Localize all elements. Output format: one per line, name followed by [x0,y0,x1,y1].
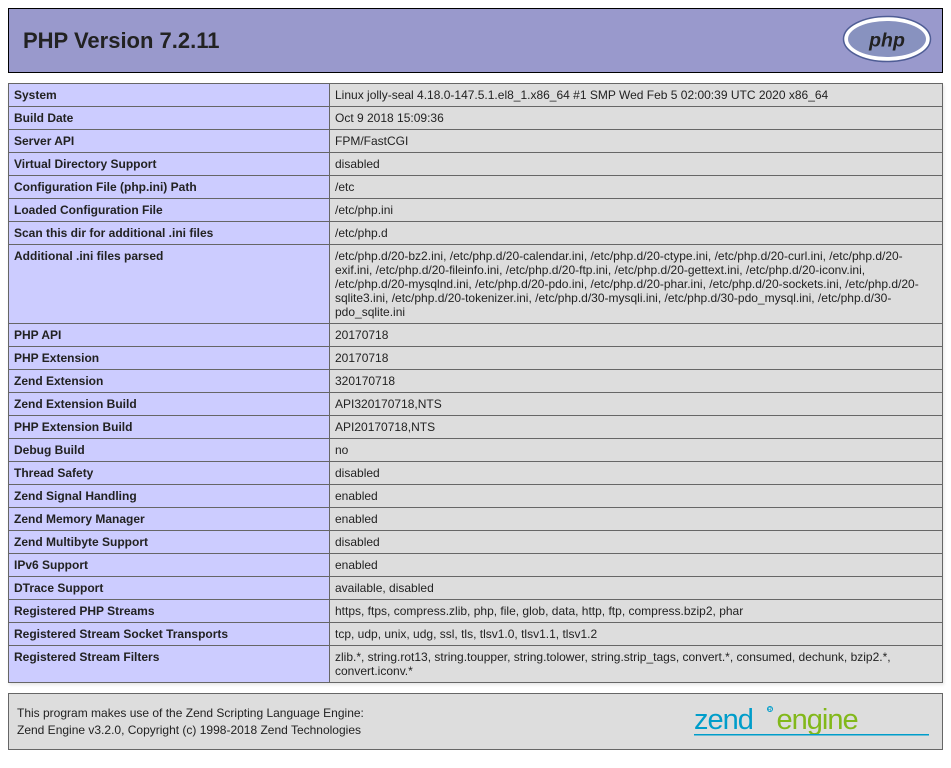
info-value: disabled [330,531,943,554]
table-row: Zend Signal Handlingenabled [9,485,943,508]
info-key: PHP API [9,324,330,347]
info-value: enabled [330,554,943,577]
info-key: System [9,84,330,107]
info-value: /etc/php.d/20-bz2.ini, /etc/php.d/20-cal… [330,245,943,324]
table-row: Debug Buildno [9,439,943,462]
footer-line1: This program makes use of the Zend Scrip… [17,706,364,720]
table-row: Zend Memory Managerenabled [9,508,943,531]
info-value: tcp, udp, unix, udg, ssl, tls, tlsv1.0, … [330,623,943,646]
svg-text:zend: zend [694,704,753,736]
table-row: Server APIFPM/FastCGI [9,130,943,153]
info-key: Loaded Configuration File [9,199,330,222]
table-row: Build DateOct 9 2018 15:09:36 [9,107,943,130]
info-key: Zend Memory Manager [9,508,330,531]
table-row: IPv6 Supportenabled [9,554,943,577]
info-value: FPM/FastCGI [330,130,943,153]
table-row: Loaded Configuration File/etc/php.ini [9,199,943,222]
info-key: Virtual Directory Support [9,153,330,176]
svg-text:php: php [868,30,905,52]
info-key: Zend Extension [9,370,330,393]
table-row: Additional .ini files parsed/etc/php.d/2… [9,245,943,324]
info-value: /etc/php.d [330,222,943,245]
info-value: enabled [330,508,943,531]
info-value: 320170718 [330,370,943,393]
zend-footer: This program makes use of the Zend Scrip… [8,693,943,750]
table-row: PHP Extension20170718 [9,347,943,370]
footer-line2: Zend Engine v3.2.0, Copyright (c) 1998-2… [17,723,361,737]
zend-footer-text: This program makes use of the Zend Scrip… [17,705,364,737]
info-key: Zend Signal Handling [9,485,330,508]
table-row: PHP Extension BuildAPI20170718,NTS [9,416,943,439]
info-value: https, ftps, compress.zlib, php, file, g… [330,600,943,623]
info-key: IPv6 Support [9,554,330,577]
info-key: Zend Multibyte Support [9,531,330,554]
table-row: Scan this dir for additional .ini files/… [9,222,943,245]
table-row: Zend Extension BuildAPI320170718,NTS [9,393,943,416]
info-value: Linux jolly-seal 4.18.0-147.5.1.el8_1.x8… [330,84,943,107]
svg-text:R: R [768,708,773,714]
info-value: /etc [330,176,943,199]
table-row: Registered Stream Socket Transportstcp, … [9,623,943,646]
info-key: Server API [9,130,330,153]
table-row: Virtual Directory Supportdisabled [9,153,943,176]
info-key: Registered Stream Socket Transports [9,623,330,646]
info-value: /etc/php.ini [330,199,943,222]
info-key: PHP Extension Build [9,416,330,439]
php-logo-icon: php [842,15,932,66]
info-value: zlib.*, string.rot13, string.toupper, st… [330,646,943,683]
table-row: Thread Safetydisabled [9,462,943,485]
info-value: API20170718,NTS [330,416,943,439]
table-row: Registered PHP Streamshttps, ftps, compr… [9,600,943,623]
page-header: PHP Version 7.2.11 php [8,8,943,73]
info-key: Debug Build [9,439,330,462]
info-value: available, disabled [330,577,943,600]
info-key: Build Date [9,107,330,130]
page-title: PHP Version 7.2.11 [9,16,234,66]
info-key: PHP Extension [9,347,330,370]
info-key: Additional .ini files parsed [9,245,330,324]
svg-text:engine: engine [777,704,858,736]
info-key: Zend Extension Build [9,393,330,416]
table-row: Zend Extension320170718 [9,370,943,393]
info-value: API320170718,NTS [330,393,943,416]
info-key: Configuration File (php.ini) Path [9,176,330,199]
info-table: SystemLinux jolly-seal 4.18.0-147.5.1.el… [8,83,943,683]
info-key: Registered PHP Streams [9,600,330,623]
info-key: Scan this dir for additional .ini files [9,222,330,245]
info-key: DTrace Support [9,577,330,600]
info-key: Thread Safety [9,462,330,485]
table-row: DTrace Supportavailable, disabled [9,577,943,600]
table-row: Configuration File (php.ini) Path/etc [9,176,943,199]
table-row: Registered Stream Filterszlib.*, string.… [9,646,943,683]
info-value: disabled [330,153,943,176]
table-row: Zend Multibyte Supportdisabled [9,531,943,554]
zend-engine-logo-icon: zend R engine [694,700,934,743]
info-value: 20170718 [330,347,943,370]
table-row: PHP API20170718 [9,324,943,347]
info-key: Registered Stream Filters [9,646,330,683]
info-value: 20170718 [330,324,943,347]
info-value: Oct 9 2018 15:09:36 [330,107,943,130]
table-row: SystemLinux jolly-seal 4.18.0-147.5.1.el… [9,84,943,107]
info-value: disabled [330,462,943,485]
info-value: no [330,439,943,462]
info-value: enabled [330,485,943,508]
